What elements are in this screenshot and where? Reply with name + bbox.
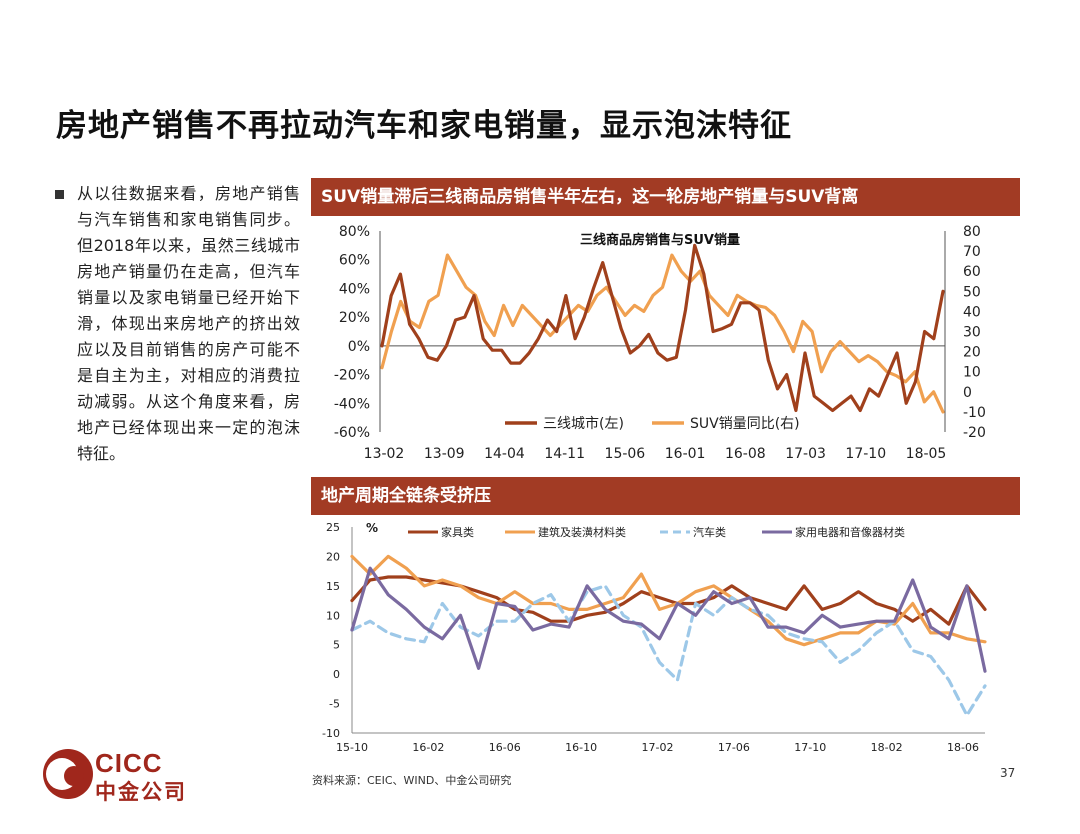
chart1-x-tick: 17-03: [785, 446, 826, 462]
chart1-legend-label-suv: SUV销量同比(右): [690, 416, 800, 432]
chart2-y-unit: %: [366, 521, 378, 535]
chart1-y-left-tick: 0%: [348, 339, 370, 355]
chart2-y-tick: 20: [326, 550, 340, 563]
chart1-x-tick: 16-01: [665, 446, 706, 462]
chart1-x-tick: 14-04: [484, 446, 525, 462]
chart1-x-tick: 13-09: [424, 446, 465, 462]
chart1-y-right-tick: 0: [963, 385, 972, 401]
chart1-legend-label-tier3: 三线城市(左): [543, 415, 624, 432]
chart1-y-left-tick: 60%: [339, 253, 370, 269]
chart1-y-left-tick: 20%: [339, 310, 370, 326]
chart1-y-right-tick: 60: [963, 264, 981, 280]
chart2-y-tick: 25: [326, 521, 340, 534]
chart1-series-tier3: [380, 243, 945, 413]
chart2-legend-label-0: 家具类: [441, 525, 474, 539]
chart1-x-tick: 14-11: [544, 446, 585, 462]
cicc-logo-icon: [43, 749, 93, 799]
chart2-y-tick: -5: [329, 698, 340, 711]
chart1-y-right-tick: 50: [963, 284, 981, 300]
bullet-square-icon: [55, 190, 64, 199]
chart1-y-right-tick: 30: [963, 325, 981, 341]
chart2-x-tick: 18-02: [871, 741, 903, 754]
chart2-x-tick: 18-06: [947, 741, 979, 754]
logo-text-cicc: CICC: [95, 748, 163, 778]
chart2-x-tick: 15-10: [336, 741, 368, 754]
source-note: 资料来源：CEIC、WIND、中金公司研究: [312, 774, 512, 787]
chart2-legend-label-3: 家用电器和音像器材类: [795, 525, 905, 539]
chart1-y-left-tick: 80%: [339, 224, 370, 240]
chart2-legend-label-2: 汽车类: [693, 525, 726, 539]
chart2-x-tick: 16-10: [565, 741, 597, 754]
chart1-y-right-tick: 80: [963, 224, 981, 240]
chart2-x-tick: 17-06: [718, 741, 750, 754]
chart1-y-right-tick: 20: [963, 345, 981, 361]
chart1-y-right-tick: 10: [963, 365, 981, 381]
chart1-x-tick: 13-02: [364, 446, 405, 462]
chart1-series-suv: [380, 253, 945, 414]
bullet-text: 从以往数据来看，房地产销售与汽车销售和家电销售同步。但2018年以来，虽然三线城…: [77, 184, 300, 463]
chart1-x-tick: 16-08: [725, 446, 766, 462]
chart1-y-left-tick: 40%: [339, 281, 370, 297]
chart2-x-tick: 16-06: [489, 741, 521, 754]
chart1-title: 三线商品房销售与SUV销量: [580, 232, 740, 248]
page-number: 37: [1000, 766, 1016, 780]
chart2-y-tick: 5: [333, 639, 340, 652]
chart2-x-tick: 16-02: [412, 741, 444, 754]
chart2-y-tick: 15: [326, 580, 340, 593]
chart1-y-right-tick: 40: [963, 304, 981, 320]
chart1-y-left-tick: -20%: [334, 368, 370, 384]
chart1-y-right-tick: -10: [963, 405, 986, 421]
logo-text-cn: 中金公司: [95, 780, 187, 804]
chart1-x-tick: 18-05: [906, 446, 947, 462]
chart2-y-tick: -10: [322, 727, 340, 740]
chart1-x-tick: 15-06: [605, 446, 646, 462]
chart2-legend-label-1: 建筑及装潢材料类: [538, 525, 626, 539]
bullet-point: 从以往数据来看，房地产销售与汽车销售和家电销售同步。但2018年以来，虽然三线城…: [55, 181, 300, 467]
chart2-y-tick: 0: [333, 668, 340, 681]
chart1-y-right-tick: 70: [963, 244, 981, 260]
chart1-y-left-tick: -60%: [334, 425, 370, 441]
chart2-series-2: [350, 584, 987, 717]
chart1-banner: SUV销量滞后三线商品房销售半年左右，这一轮房地产销量与SUV背离: [311, 178, 1020, 216]
chart2-x-tick: 17-02: [642, 741, 674, 754]
chart1-y-right-tick: -20: [963, 425, 986, 441]
chart2-y-tick: 10: [326, 609, 340, 622]
chart1-y-left-tick: -40%: [334, 396, 370, 412]
chart1-x-tick: 17-10: [845, 446, 886, 462]
chart2-series-0: [350, 575, 987, 626]
chart2-banner: 地产周期全链条受挤压: [311, 477, 1020, 515]
slide-title: 房地产销售不再拉动汽车和家电销量，显示泡沫特征: [56, 108, 792, 144]
chart2-x-tick: 17-10: [794, 741, 826, 754]
chart2-series-3: [350, 566, 987, 673]
